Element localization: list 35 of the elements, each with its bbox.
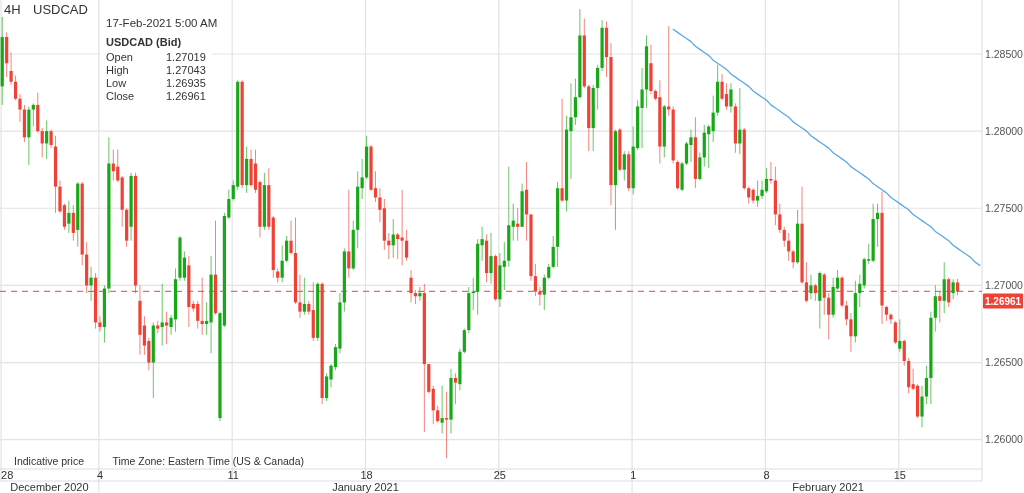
y-tick-label: 1.28000	[985, 124, 1024, 137]
annotation: 17-Feb-2021 5:00 AM	[106, 17, 218, 29]
annotation: Low	[106, 77, 127, 89]
x-tick-label: 28	[1, 469, 14, 481]
annotation: Time Zone: Eastern Time (US & Canada)	[112, 455, 305, 467]
line-series	[672, 28, 981, 267]
chart-subtitle: 4H	[4, 2, 21, 17]
annotation: 1.27019	[166, 51, 206, 63]
y-tick-label: 1.27000	[985, 279, 1024, 292]
annotation: Open	[106, 51, 133, 63]
annotation: High	[106, 64, 129, 76]
annotation: 1.26935	[166, 77, 206, 89]
x-tick-label: 18	[360, 469, 373, 481]
x-tick-label: 11	[227, 469, 239, 481]
annotation: Indicative price	[14, 455, 85, 467]
y-tick-label: 1.27500	[985, 201, 1024, 214]
x-tick-label: 1	[630, 469, 637, 481]
chart-title: USDCAD	[33, 2, 88, 17]
annotation: 1.27043	[166, 64, 206, 76]
annotation: Close	[106, 90, 135, 102]
x-tick-label: 15	[893, 469, 906, 481]
annotation: USDCAD (Bid)	[106, 36, 182, 48]
text: December 2020	[10, 481, 89, 493]
y-tick-label: 1.26000	[985, 433, 1024, 446]
text: February 2021	[792, 481, 864, 493]
text: January 2021	[332, 481, 399, 493]
y-tick-label: 1.28500	[985, 47, 1024, 60]
x-tick-label: 25	[493, 469, 507, 481]
y-tick-label: 1.26500	[985, 356, 1024, 369]
x-tick-label: 4	[96, 469, 104, 481]
x-tick-label: 8	[763, 469, 770, 481]
annotation: 1.26961	[166, 90, 206, 102]
candlestick	[418, 286, 422, 302]
candlestick	[98, 315, 102, 333]
candlestick	[889, 312, 893, 325]
